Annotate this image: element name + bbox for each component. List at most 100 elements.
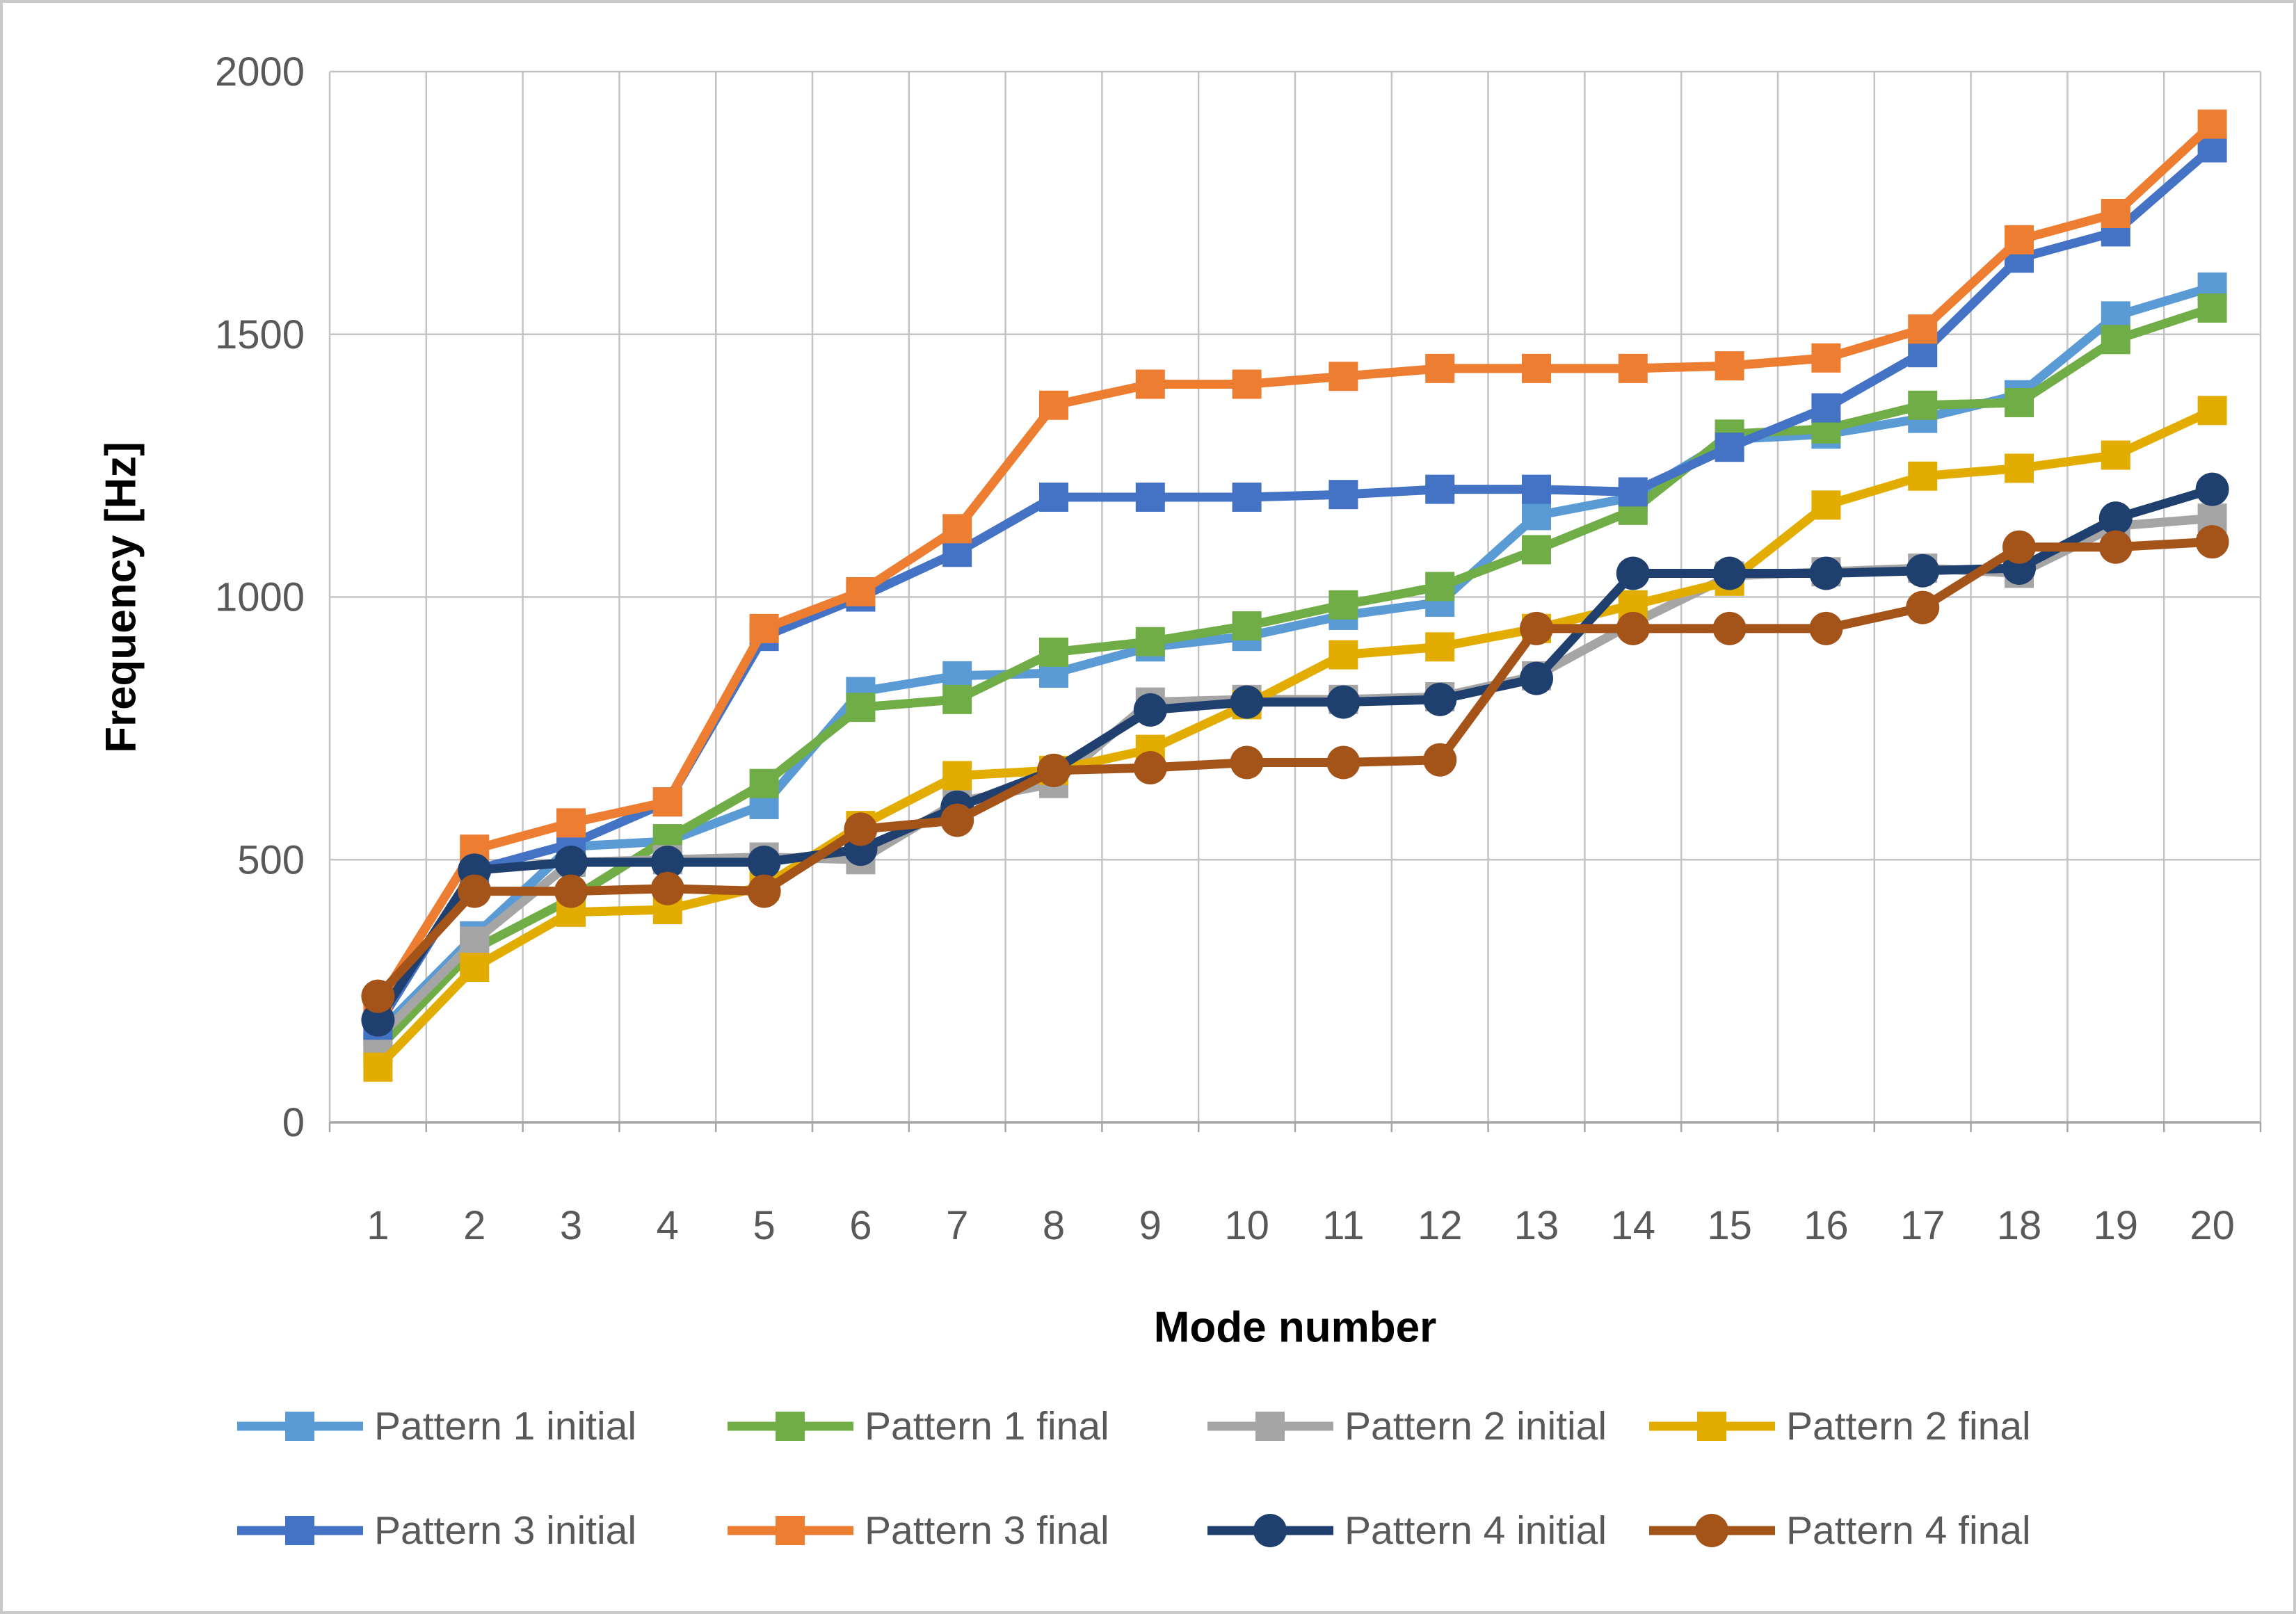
data-point-marker <box>2197 293 2227 323</box>
data-point-marker <box>1230 745 1264 780</box>
data-point-marker <box>1328 362 1358 392</box>
data-point-marker <box>1039 390 1068 420</box>
data-point-marker <box>650 846 684 880</box>
legend-item-pattern-3-initial: Pattern 3 initial <box>236 1501 636 1560</box>
data-point-marker <box>1712 611 1747 645</box>
x-tick-label: 18 <box>1997 1203 2042 1248</box>
x-tick-label: 13 <box>1514 1203 1559 1248</box>
data-point-marker <box>846 693 876 723</box>
data-point-marker <box>1328 590 1358 620</box>
legend-label: Pattern 1 final <box>865 1404 1109 1448</box>
data-point-marker <box>1908 390 1938 420</box>
data-point-marker <box>846 576 876 606</box>
data-point-marker <box>749 768 779 798</box>
data-point-marker <box>1811 343 1841 373</box>
data-point-marker <box>1616 611 1650 645</box>
series-pattern-1-final <box>363 293 2227 1064</box>
legend-label: Pattern 1 initial <box>374 1404 637 1448</box>
x-tick-label: 14 <box>1611 1203 1656 1248</box>
data-point-marker <box>1715 433 1744 462</box>
data-point-marker <box>1423 682 1457 716</box>
series-line <box>373 282 2217 1038</box>
data-point-marker <box>1133 751 1167 785</box>
data-point-marker <box>1712 556 1747 590</box>
y-tick-label: 500 <box>237 837 305 882</box>
data-point-marker <box>1135 627 1165 656</box>
data-point-marker <box>2101 440 2130 470</box>
data-point-marker <box>460 926 490 956</box>
data-point-marker <box>749 613 779 643</box>
x-tick-label: 3 <box>560 1203 582 1248</box>
legend-marker <box>776 1412 805 1441</box>
legend-swatch <box>237 1516 363 1545</box>
data-point-marker <box>1908 314 1938 344</box>
x-tick-label: 8 <box>1043 1203 1065 1248</box>
y-tick-label: 1000 <box>215 575 305 620</box>
data-point-marker <box>1908 461 1938 491</box>
data-point-marker <box>1616 556 1650 590</box>
data-point-marker <box>652 787 682 817</box>
x-tick-label: 17 <box>1900 1203 1945 1248</box>
x-tick-label: 11 <box>1322 1203 1364 1248</box>
legend-marker <box>1697 1412 1726 1441</box>
data-point-marker <box>747 846 781 880</box>
data-point-marker <box>2197 396 2227 426</box>
x-tick-label: 10 <box>1224 1203 1269 1248</box>
data-point-marker <box>1425 572 1455 602</box>
legend-item-pattern-1-final: Pattern 1 final <box>726 1397 1109 1455</box>
data-point-marker <box>1811 490 1841 520</box>
legend-item-pattern-2-initial: Pattern 2 initial <box>1206 1397 1607 1455</box>
data-point-marker <box>1039 482 1068 512</box>
data-point-marker <box>1230 685 1264 719</box>
x-tick-label: 6 <box>849 1203 872 1248</box>
legend-label: Pattern 4 final <box>1786 1508 2031 1553</box>
data-point-marker <box>2005 453 2034 483</box>
data-point-marker <box>2098 530 2133 564</box>
x-tick-label: 12 <box>1418 1203 1463 1248</box>
data-point-marker <box>1618 477 1648 507</box>
data-point-marker <box>1135 369 1165 399</box>
data-point-marker <box>1232 369 1262 399</box>
data-point-marker <box>1811 393 1841 423</box>
x-tick-label: 20 <box>2190 1203 2235 1248</box>
data-point-marker <box>2195 472 2229 506</box>
data-point-marker <box>554 846 588 880</box>
data-point-marker <box>363 1052 393 1082</box>
data-point-marker <box>1906 554 1940 588</box>
y-axis-title: Frequency [Hz] <box>97 442 145 753</box>
data-point-marker <box>1326 685 1360 719</box>
legend-item-pattern-2-final: Pattern 2 final <box>1648 1397 2031 1455</box>
x-tick-label: 2 <box>463 1203 485 1248</box>
data-point-marker <box>1423 743 1457 777</box>
legend-marker <box>1253 1514 1287 1547</box>
data-point-marker <box>1809 611 1843 645</box>
series-pattern-3-final <box>363 109 2227 1019</box>
data-point-marker <box>1522 535 1551 565</box>
data-point-marker <box>1715 351 1744 381</box>
data-point-marker <box>1520 661 1553 695</box>
legend-swatch <box>1207 1514 1333 1547</box>
data-point-marker <box>1133 693 1167 727</box>
grid <box>328 70 2262 1132</box>
legend-swatch <box>1207 1412 1333 1441</box>
data-point-marker <box>1522 474 1551 504</box>
data-point-marker <box>460 953 490 983</box>
data-point-marker <box>2101 198 2130 228</box>
data-point-marker <box>361 979 395 1013</box>
legend-label: Pattern 2 final <box>1786 1404 2031 1448</box>
data-point-marker <box>1425 632 1455 662</box>
x-tick-label: 9 <box>1139 1203 1162 1248</box>
legend-marker <box>1255 1412 1285 1441</box>
legend-label: Pattern 2 initial <box>1344 1404 1607 1448</box>
data-point-marker <box>2101 325 2130 355</box>
y-tick-label: 1500 <box>215 312 305 357</box>
x-tick-label: 16 <box>1804 1203 1849 1248</box>
data-point-marker <box>942 684 972 714</box>
data-point-marker <box>1326 745 1360 780</box>
legend-item-pattern-1-initial: Pattern 1 initial <box>236 1397 636 1455</box>
legend-item-pattern-4-initial: Pattern 4 initial <box>1206 1501 1607 1560</box>
legend-swatch <box>1649 1412 1775 1441</box>
data-point-marker <box>2197 109 2227 139</box>
